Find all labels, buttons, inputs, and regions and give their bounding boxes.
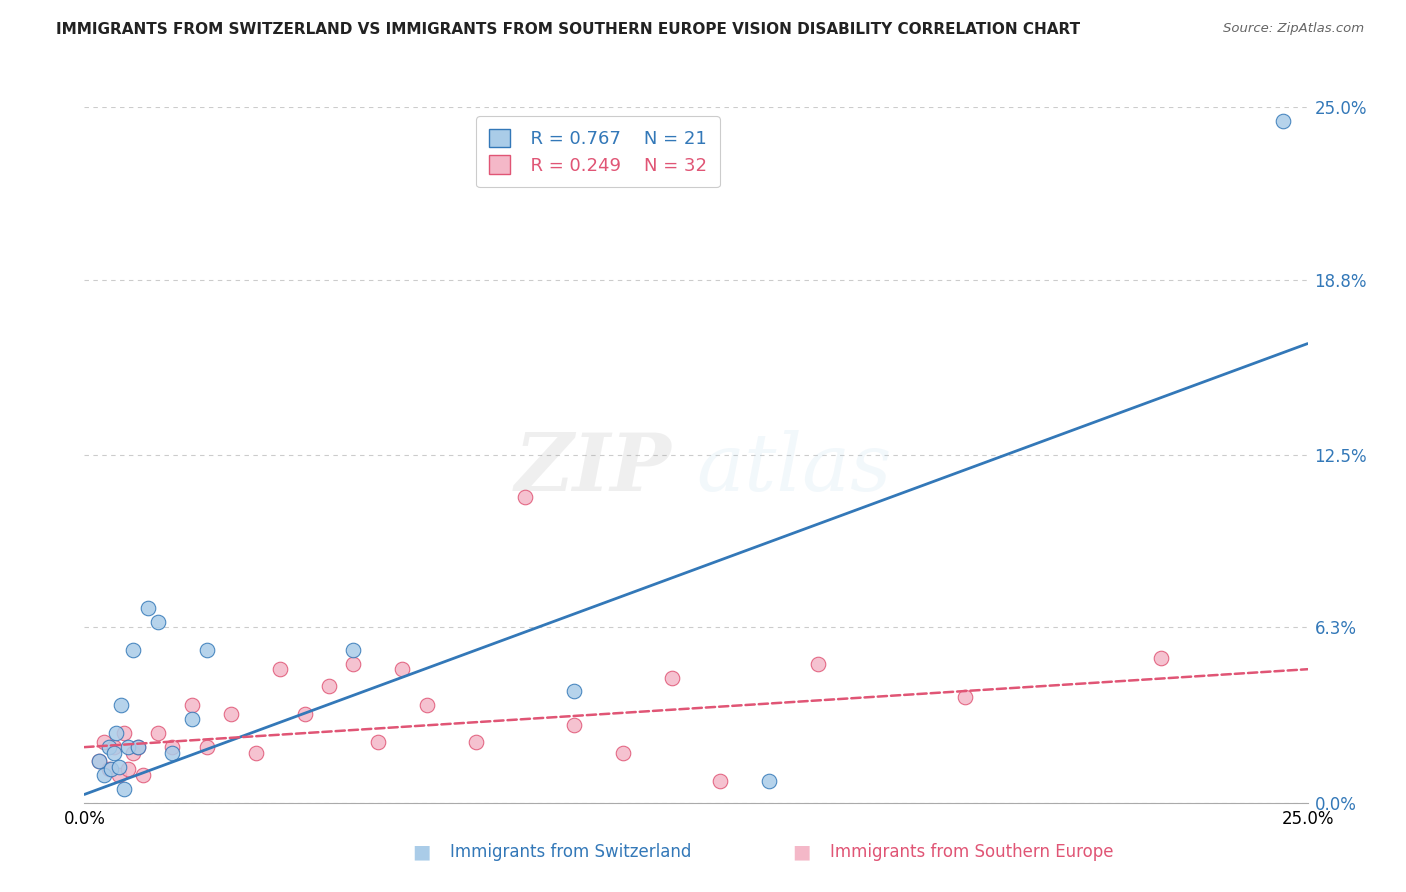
Text: Immigrants from Switzerland: Immigrants from Switzerland [450, 843, 692, 861]
Point [97, 740, 120, 755]
Point [103, 746, 125, 760]
Point [269, 662, 291, 676]
Point [709, 773, 731, 788]
Point [122, 642, 145, 657]
Text: IMMIGRANTS FROM SWITZERLAND VS IMMIGRANTS FROM SOUTHERN EUROPE VISION DISABILITY: IMMIGRANTS FROM SWITZERLAND VS IMMIGRANT… [56, 22, 1080, 37]
Point [1150, 651, 1173, 665]
Point [110, 698, 132, 713]
Point [132, 768, 155, 782]
Point [513, 490, 536, 504]
Point [162, 740, 184, 755]
Point [318, 679, 340, 693]
Point [87, 754, 110, 768]
Point [562, 718, 585, 732]
Point [464, 734, 486, 748]
Point [195, 740, 218, 755]
Point [245, 746, 267, 760]
Point [105, 726, 128, 740]
Point [416, 698, 439, 713]
Point [758, 773, 780, 788]
Text: ZIP: ZIP [515, 430, 672, 508]
Legend:   R = 0.767    N = 21,   R = 0.249    N = 32: R = 0.767 N = 21, R = 0.249 N = 32 [477, 116, 720, 187]
Point [1272, 114, 1295, 128]
Point [127, 740, 149, 755]
Point [112, 726, 135, 740]
Point [146, 615, 169, 629]
Point [87, 754, 110, 768]
Point [136, 601, 159, 615]
Point [342, 657, 364, 671]
Point [93, 734, 115, 748]
Point [367, 734, 389, 748]
Point [112, 781, 135, 796]
Point [195, 642, 218, 657]
Point [107, 759, 129, 773]
Point [107, 768, 129, 782]
Point [953, 690, 976, 704]
Point [391, 662, 413, 676]
Point [97, 763, 120, 777]
Point [117, 763, 139, 777]
Text: ■: ■ [412, 842, 432, 862]
Text: atlas: atlas [696, 430, 891, 508]
Point [219, 706, 242, 721]
Point [661, 671, 683, 685]
Point [100, 763, 122, 777]
Point [181, 712, 204, 726]
Point [807, 657, 830, 671]
Text: Source: ZipAtlas.com: Source: ZipAtlas.com [1223, 22, 1364, 36]
Point [294, 706, 316, 721]
Point [181, 698, 204, 713]
Point [117, 740, 139, 755]
Text: Immigrants from Southern Europe: Immigrants from Southern Europe [830, 843, 1114, 861]
Point [562, 684, 585, 698]
Point [342, 642, 364, 657]
Point [127, 740, 149, 755]
Point [146, 726, 169, 740]
Point [612, 746, 634, 760]
Point [162, 746, 184, 760]
Point [103, 740, 125, 755]
Point [122, 746, 145, 760]
Text: ■: ■ [792, 842, 811, 862]
Point [93, 768, 115, 782]
